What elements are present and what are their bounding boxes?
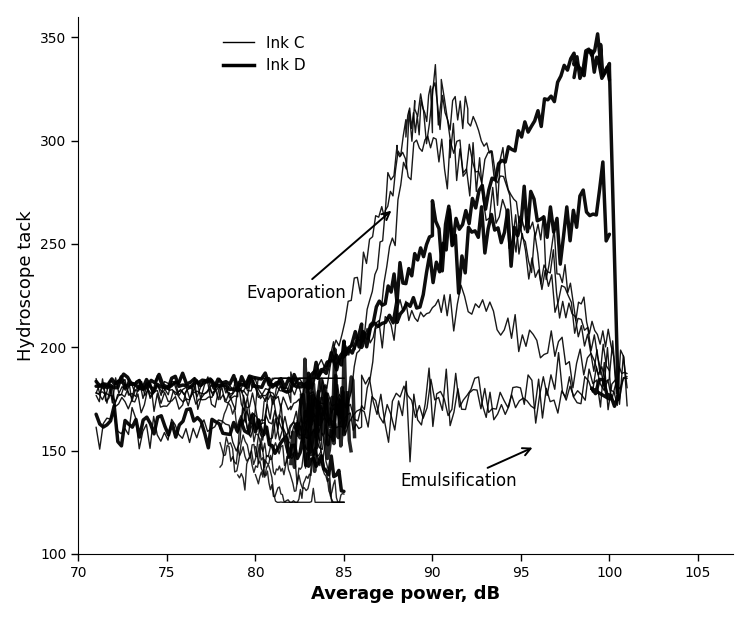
Legend: Ink C, Ink D: Ink C, Ink D <box>217 30 312 79</box>
Text: Evaporation: Evaporation <box>247 212 390 302</box>
X-axis label: Average power, dB: Average power, dB <box>311 585 500 603</box>
Y-axis label: Hydroscope tack: Hydroscope tack <box>16 210 34 361</box>
Text: Emulsification: Emulsification <box>400 448 530 490</box>
